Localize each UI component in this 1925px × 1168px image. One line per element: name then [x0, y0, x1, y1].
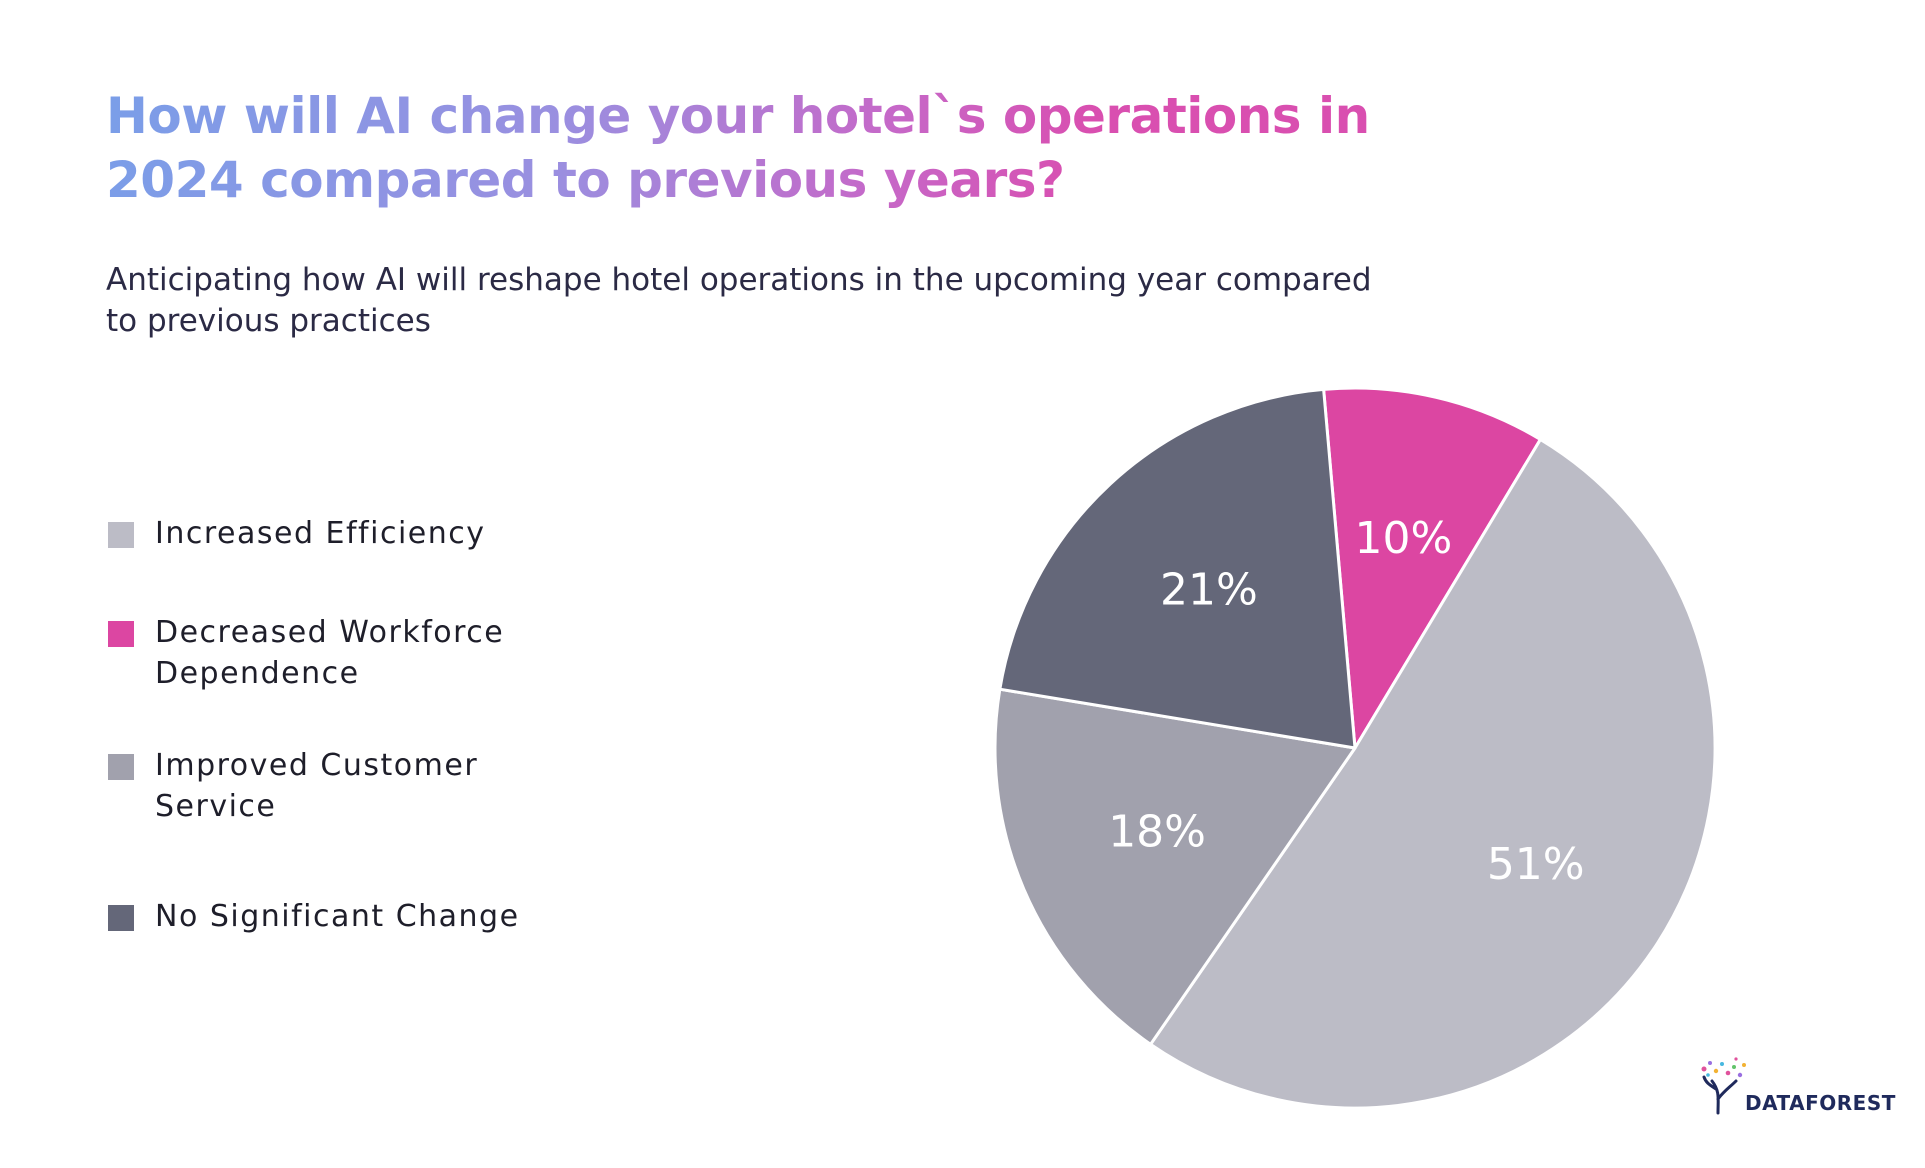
- pie-slice-decreased-workforce-dependence: [1322, 386, 1542, 750]
- legend-swatch: [108, 621, 134, 647]
- chart-subtitle-line: to previous practices: [106, 303, 431, 339]
- logo-text: DATAFOREST: [1745, 1091, 1896, 1115]
- tree-icon: [1701, 1057, 1746, 1115]
- pie-slice-improved-customer-service: [993, 687, 1357, 1046]
- pie-slice-value-label: 10%: [1354, 513, 1452, 564]
- pie-slice-increased-efficiency: [1149, 437, 1717, 1110]
- legend-label: No Significant Change: [155, 899, 520, 934]
- pie-slice-value-label: 51%: [1487, 839, 1585, 890]
- legend-swatch: [108, 905, 134, 931]
- legend-label: Decreased Workforce Dependence: [155, 615, 505, 691]
- chart-subtitle: Anticipating how AI will reshape hotel o…: [106, 260, 1446, 342]
- pie-slice-value-label: 18%: [1108, 807, 1206, 858]
- pie-slice-value-label: 21%: [1160, 565, 1258, 616]
- legend-swatch: [108, 754, 134, 780]
- chart-subtitle-line: Anticipating how AI will reshape hotel o…: [106, 262, 1372, 298]
- legend-swatch: [108, 522, 134, 548]
- dataforest-logo: DATAFOREST: [1700, 1055, 1895, 1115]
- legend-label: Improved Customer Service: [155, 748, 479, 824]
- legend-label: Increased Efficiency: [155, 516, 486, 551]
- pie-slice-no-significant-change: [998, 387, 1357, 750]
